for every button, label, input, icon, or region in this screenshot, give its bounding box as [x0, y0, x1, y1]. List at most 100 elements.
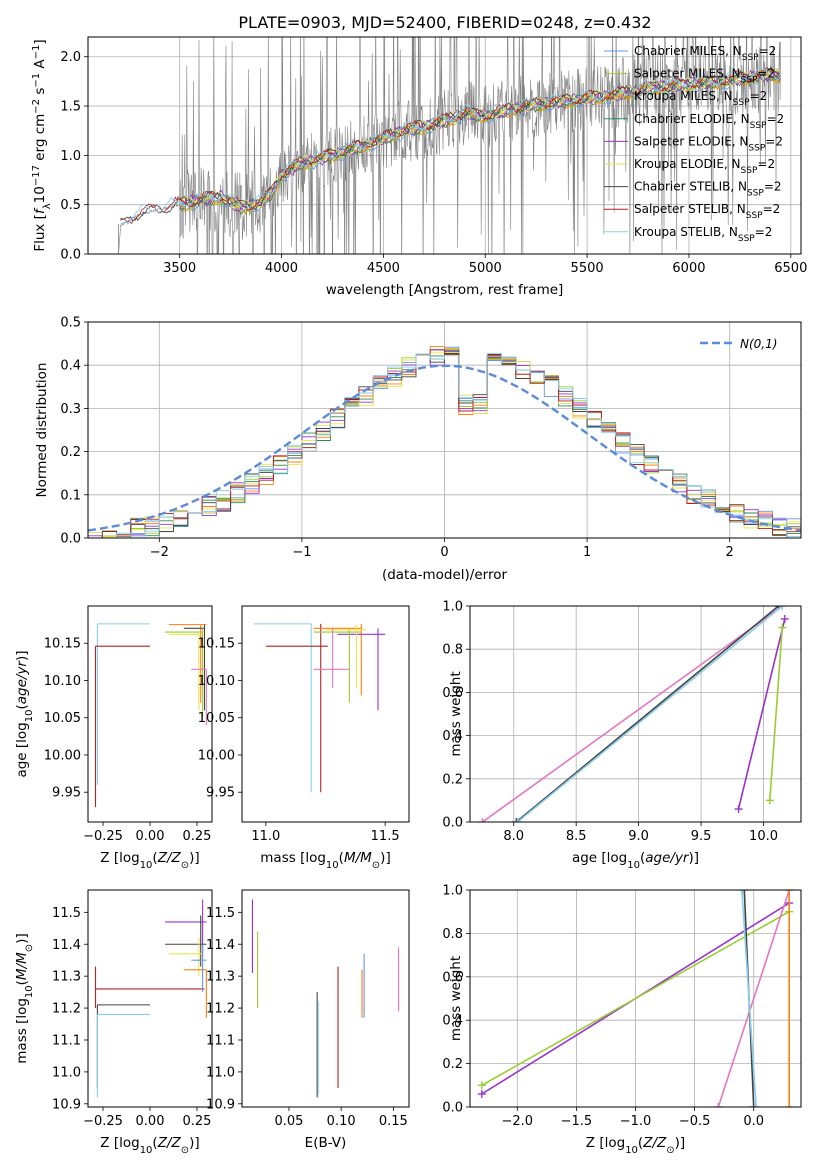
y-tick-label: 1.0: [60, 149, 81, 164]
x-tick-label: −1.5: [561, 1114, 593, 1129]
y-axis-label: Flux [fλ10−17 erg cm−2 s−1 A−1]: [31, 39, 53, 251]
weight-series: [513, 606, 787, 822]
model-kroupa-stelib: [120, 67, 781, 226]
legend-label: Kroupa STELIB, NSSP=2: [634, 225, 772, 244]
x-tick-label: 11.5: [371, 829, 400, 844]
x-tick-label: 11.0: [251, 829, 280, 844]
panel-7: 0.05 0.10 0.15 10.9 11.0 11.1 11.2 11.3 11.4 11.5…: [206, 889, 410, 1151]
x-tick-label: 9.0: [628, 829, 649, 844]
errorbar: [96, 623, 150, 785]
y-tick-label: 10.10: [198, 674, 235, 689]
y-tick-label: 11.2: [52, 1002, 81, 1017]
weight-line: [769, 627, 784, 801]
y-tick-label: 10.05: [198, 711, 235, 726]
x-tick-label: 9.5: [691, 829, 712, 844]
y-tick-label: 0.2: [442, 772, 463, 787]
errorbar: [191, 944, 207, 993]
x-axis-label: Z [log10(Z/Z⊙)]: [100, 850, 199, 871]
errorbar: [168, 632, 200, 711]
x-tick-label: −1: [292, 545, 311, 560]
axes-frame: [87, 889, 213, 1108]
x-tick-label: 5000: [469, 261, 502, 276]
x-axis-label: age [log10(age/yr)]: [572, 850, 699, 871]
y-tick-label: 0.2: [442, 1057, 463, 1072]
weight-line: [481, 911, 790, 1086]
errorbar: [168, 937, 203, 977]
y-tick-label: 11.0: [206, 1065, 235, 1080]
panel-2: −2 −1 0 1 2 0.0 0.1 0.2 0.3 0.4 0.5 N(0,1) (data-mod…: [34, 316, 802, 583]
x-tick-label: 0.00: [136, 1114, 165, 1129]
y-tick-label: 11.2: [206, 1002, 235, 1017]
errorbar: [183, 624, 206, 711]
y-tick-label: 10.00: [44, 748, 81, 763]
y-tick-label: 0.4: [60, 359, 81, 374]
weight-line: [515, 606, 780, 822]
errorbar: [313, 628, 350, 688]
weight-line: [717, 890, 790, 1107]
y-tick-label: 10.9: [52, 1097, 81, 1112]
x-tick-label: 1: [583, 545, 591, 560]
x-tick-label: 6500: [774, 261, 807, 276]
legend-label: Salpeter STELIB, NSSP=2: [634, 202, 780, 221]
line-area: [478, 606, 789, 822]
errorbar: [337, 628, 386, 711]
figure-title: PLATE=0903, MJD=52400, FIBERID=0248, z=0…: [238, 13, 651, 32]
errorbar: [165, 899, 207, 958]
legend-label: Kroupa ELODIE, NSSP=2: [634, 157, 775, 176]
errorbar: [94, 645, 150, 808]
x-tick-label: 0.05: [274, 1114, 303, 1129]
legend-label: Salpeter MILES, NSSP=2: [634, 67, 775, 86]
y-tick-label: 0.8: [442, 927, 463, 942]
x-tick-label: 0.25: [182, 829, 211, 844]
x-tick-label: 0: [440, 545, 448, 560]
errorbar: [96, 1004, 150, 1088]
y-axis-label: mass weight: [448, 671, 464, 756]
panel-6: −0.25 0.00 0.25 10.9 11.0 11.1 11.2 11.3 11.4 11.…: [14, 889, 213, 1156]
y-tick-label: 1.0: [442, 600, 463, 615]
weight-series: [765, 623, 787, 805]
errorbar-area: [94, 899, 207, 1098]
legend-label: Chabrier MILES, NSSP=2: [634, 44, 776, 63]
weight-line: [737, 618, 786, 810]
y-tick-label: 9.95: [52, 786, 81, 801]
x-axis-label: mass [log10(M/M⊙)]: [260, 850, 390, 871]
y-tick-label: 2.0: [60, 50, 81, 65]
y-tick-label: 0.0: [442, 816, 463, 831]
y-tick-label: 11.4: [206, 938, 235, 953]
x-tick-label: 6000: [672, 261, 705, 276]
y-tick-label: 0.5: [60, 316, 81, 331]
x-tick-label: 0.15: [379, 1114, 408, 1129]
spectrum-area: [118, 37, 781, 254]
axes-frame: [87, 605, 213, 823]
y-tick-label: 0.1: [60, 488, 81, 503]
weight-line: [482, 606, 783, 822]
panel-3: −0.25 0.00 0.25 9.95 10.00 10.05 10.10 10.15 Z […: [14, 605, 213, 871]
y-tick-label: 1.5: [60, 100, 81, 115]
y-axis-label: mass weight: [448, 956, 464, 1041]
normal-curve: [88, 364, 801, 532]
x-tick-label: −2.0: [501, 1114, 533, 1129]
axes-frame: [469, 889, 802, 1108]
legend: Chabrier MILES, NSSP=2 Salpeter MILES, NS…: [604, 44, 784, 244]
y-tick-label: 10.10: [44, 674, 81, 689]
weight-series: [734, 614, 789, 814]
x-tick-label: 4500: [367, 261, 400, 276]
panel-8: −2.0 −1.5 −1.0 −0.5 0.0 0.0 0.2 0.4 0.6 0.8 1.0 Z […: [442, 884, 802, 1156]
errorbar: [313, 628, 362, 703]
panel-1: 3500 4000 4500 5000 5500 6000 6500 0.0 0.5 1.0 1.5…: [31, 36, 807, 298]
errorbar: [265, 623, 328, 793]
y-tick-label: 11.5: [52, 906, 81, 921]
weight-series: [785, 890, 794, 1107]
errorbar: [191, 668, 207, 726]
legend-label: Salpeter ELODIE, NSSP=2: [634, 134, 783, 153]
legend-label: Kroupa MILES, NSSP=2: [634, 89, 767, 108]
y-axis-label: age [log10(age/yr)]: [14, 650, 35, 777]
model-kroupa-elodie: [179, 67, 781, 210]
y-tick-label: 11.1: [52, 1033, 81, 1048]
y-tick-label: 0.0: [60, 532, 81, 547]
axes-frame: [469, 605, 802, 823]
errorbar: [165, 628, 204, 718]
x-axis-label: Z [log10(Z/Z⊙)]: [586, 1135, 685, 1156]
axes-frame: [241, 605, 410, 823]
